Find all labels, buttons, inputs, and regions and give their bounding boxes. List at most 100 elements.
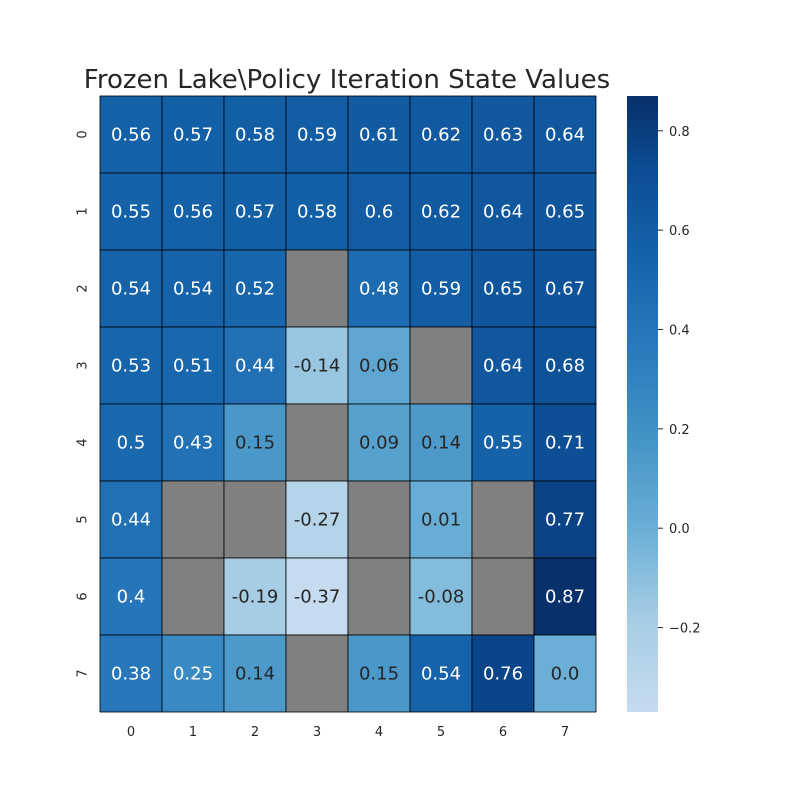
cell-value-label: -0.19 xyxy=(232,587,279,608)
heatmap-cell-r3-c4 xyxy=(347,326,411,405)
heatmap-cell-r0-c1 xyxy=(161,95,225,174)
cell-value-label: 0.57 xyxy=(235,202,275,223)
cell-value-label: 0.54 xyxy=(111,279,151,300)
heatmap-cell-r6-c2 xyxy=(223,557,287,636)
heatmap-cell-r6-c5 xyxy=(409,557,473,636)
heatmap-cells: 0.56 0.57 0.58 0.59 0.61 0.62 0.63 0.64 0.55 0.56… xyxy=(99,95,597,713)
y-tick-label: 6 xyxy=(76,592,91,600)
heatmap-cell-r2-c5 xyxy=(409,249,473,328)
heatmap-cell-r4-c0 xyxy=(99,403,163,482)
heatmap-cell-r7-c0 xyxy=(99,634,163,713)
cell-value-label: 0.14 xyxy=(235,664,275,685)
cell-value-label: -0.14 xyxy=(294,356,341,377)
heatmap-cell-r3-c1 xyxy=(161,326,225,405)
x-tick-label: 7 xyxy=(561,725,569,740)
heatmap-cell-r1-c3 xyxy=(285,172,349,251)
heatmap-cell-r2-c7 xyxy=(533,249,597,328)
colorbar-tick-label: 0.6 xyxy=(669,224,690,239)
cell-value-label: 0.56 xyxy=(173,202,213,223)
y-tick-label: 1 xyxy=(76,207,91,215)
x-tick-label: 5 xyxy=(437,725,445,740)
heatmap-cell-r2-c4 xyxy=(347,249,411,328)
x-tick-label: 2 xyxy=(251,725,259,740)
cell-value-label: 0.25 xyxy=(173,664,213,685)
cell-value-label: 0.77 xyxy=(545,510,585,531)
x-tick-label: 4 xyxy=(375,725,383,740)
cell-value-label: 0.0 xyxy=(551,664,580,685)
heatmap-cell-r1-c7 xyxy=(533,172,597,251)
cell-value-label: 0.38 xyxy=(111,664,151,685)
cell-value-label: 0.55 xyxy=(483,433,523,454)
cell-value-label: 0.54 xyxy=(173,279,213,300)
heatmap-cell-r7-c4 xyxy=(347,634,411,713)
heatmap-cell-r2-c1 xyxy=(161,249,225,328)
heatmap-cell-r7-c7 xyxy=(533,634,597,713)
cell-value-label: 0.4 xyxy=(117,587,146,608)
heatmap-cell-r5-c6 xyxy=(471,480,535,559)
cell-value-label: 0.59 xyxy=(421,279,461,300)
cell-value-label: 0.62 xyxy=(421,202,461,223)
cell-value-label: 0.6 xyxy=(365,202,394,223)
heatmap-cell-r3-c5 xyxy=(409,326,473,405)
heatmap-cell-r6-c7 xyxy=(533,557,597,636)
heatmap-cell-r4-c6 xyxy=(471,403,535,482)
cell-value-label: 0.15 xyxy=(235,433,275,454)
cell-value-label: 0.64 xyxy=(483,356,523,377)
y-tick-label: 2 xyxy=(76,284,91,292)
heatmap-cell-r1-c1 xyxy=(161,172,225,251)
cell-value-label: 0.65 xyxy=(483,279,523,300)
heatmap-cell-r7-c2 xyxy=(223,634,287,713)
heatmap-cell-r6-c0 xyxy=(99,557,163,636)
heatmap-cell-r2-c6 xyxy=(471,249,535,328)
cell-value-label: 0.62 xyxy=(421,125,461,146)
cell-value-label: -0.27 xyxy=(294,510,341,531)
cell-value-label: 0.06 xyxy=(359,356,399,377)
heatmap-cell-r4-c5 xyxy=(409,403,473,482)
cell-value-label: 0.64 xyxy=(545,125,585,146)
heatmap-cell-r6-c4 xyxy=(347,557,411,636)
cell-value-label: 0.53 xyxy=(111,356,151,377)
cell-value-label: 0.68 xyxy=(545,356,585,377)
heatmap-cell-r6-c6 xyxy=(471,557,535,636)
colorbar-tick-label: 0.4 xyxy=(669,323,690,338)
y-tick-label: 0 xyxy=(76,130,91,138)
heatmap-cell-r2-c2 xyxy=(223,249,287,328)
colorbar: −0.2 0.0 0.2 0.4 0.6 0.8 xyxy=(627,96,701,712)
cell-value-label: -0.08 xyxy=(418,587,465,608)
cell-value-label: 0.58 xyxy=(235,125,275,146)
chart-title: Frozen Lake\Policy Iteration State Value… xyxy=(84,65,610,95)
cell-value-label: 0.67 xyxy=(545,279,585,300)
heatmap-cell-r1-c5 xyxy=(409,172,473,251)
heatmap-cell-r3-c3 xyxy=(285,326,349,405)
heatmap-cell-r5-c4 xyxy=(347,480,411,559)
cell-value-label: -0.37 xyxy=(294,587,341,608)
colorbar-tick-label: 0.2 xyxy=(669,423,690,438)
heatmap-cell-r5-c1 xyxy=(161,480,225,559)
cell-value-label: 0.55 xyxy=(111,202,151,223)
y-axis: 0 1 2 3 4 5 6 7 xyxy=(76,130,91,677)
y-tick-label: 5 xyxy=(76,515,91,523)
heatmap-cell-r5-c3 xyxy=(285,480,349,559)
heatmap-cell-r3-c6 xyxy=(471,326,535,405)
cell-value-label: 0.71 xyxy=(545,433,585,454)
heatmap-cell-r3-c7 xyxy=(533,326,597,405)
x-tick-label: 3 xyxy=(313,725,321,740)
cell-value-label: 0.14 xyxy=(421,433,461,454)
cell-value-label: 0.65 xyxy=(545,202,585,223)
heatmap-cell-r7-c1 xyxy=(161,634,225,713)
colorbar-gradient xyxy=(627,96,658,712)
colorbar-tick-label: −0.2 xyxy=(669,622,701,637)
heatmap-cell-r5-c0 xyxy=(99,480,163,559)
cell-value-label: 0.56 xyxy=(111,125,151,146)
cell-value-label: 0.51 xyxy=(173,356,213,377)
heatmap-cell-r4-c3 xyxy=(285,403,349,482)
heatmap-cell-r7-c3 xyxy=(285,634,349,713)
cell-value-label: 0.01 xyxy=(421,510,461,531)
heatmap-cell-r5-c5 xyxy=(409,480,473,559)
cell-value-label: 0.54 xyxy=(421,664,461,685)
cell-value-label: 0.52 xyxy=(235,279,275,300)
y-tick-label: 3 xyxy=(76,361,91,369)
heatmap-cell-r1-c4 xyxy=(347,172,411,251)
heatmap-cell-r0-c7 xyxy=(533,95,597,174)
